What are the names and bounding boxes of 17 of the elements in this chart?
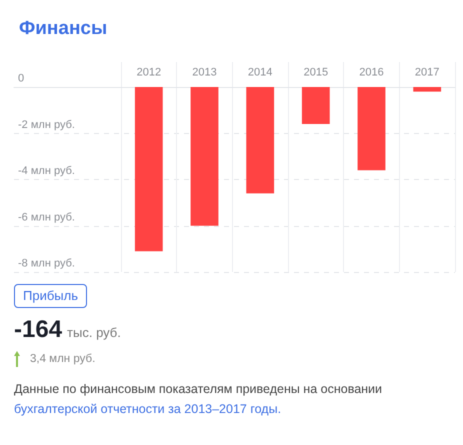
x-tick-label: 2017 bbox=[414, 66, 440, 78]
text: 3,4 млн руб. bbox=[30, 353, 96, 365]
chart-title: Финансы bbox=[19, 18, 108, 39]
y-tick-label: -8 млн руб. bbox=[18, 258, 75, 270]
text: бухгалтерской отчетности за 2013–2017 годы. bbox=[14, 402, 282, 416]
text: Данные по финансовым показателям приведены на основании bbox=[14, 382, 382, 396]
x-tick-label: 2016 bbox=[359, 66, 384, 78]
x-tick-label: 2014 bbox=[248, 66, 272, 78]
y-tick-label: 0 bbox=[18, 72, 24, 84]
text: Прибыль bbox=[14, 284, 87, 308]
text: -164 тыс. руб. bbox=[14, 316, 121, 343]
y-tick-label: -2 млн руб. bbox=[18, 118, 75, 131]
y-tick-label: -6 млн руб. bbox=[18, 211, 75, 224]
x-tick-label: 2015 bbox=[304, 66, 328, 78]
x-tick-label: 2012 bbox=[136, 66, 162, 78]
x-tick-label: 2013 bbox=[192, 66, 217, 78]
y-tick-label: -4 млн руб. bbox=[18, 165, 75, 177]
